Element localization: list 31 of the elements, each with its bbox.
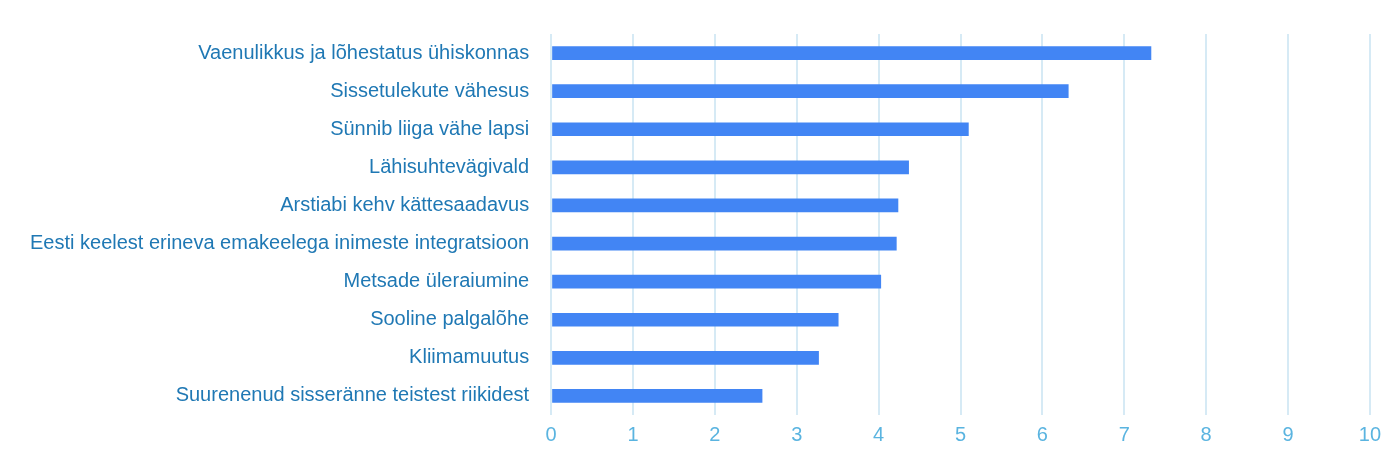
bar — [552, 312, 839, 327]
bar — [552, 122, 969, 137]
bar — [552, 160, 909, 175]
y-tick-label: Sissetulekute vähesus — [330, 78, 530, 101]
x-tick-label: 4 — [873, 422, 885, 445]
bar — [552, 84, 1069, 99]
y-tick-label: Metsade üleraiumine — [343, 269, 530, 292]
x-tick-label: 2 — [709, 422, 721, 445]
x-tick-label: 10 — [1358, 422, 1381, 445]
x-tick-label: 9 — [1282, 422, 1294, 445]
y-tick-label: Vaenulikkus ja lõhestatus ühiskonnas — [198, 40, 530, 63]
x-tick-label: 7 — [1118, 422, 1130, 445]
x-tick-label: 8 — [1200, 422, 1212, 445]
x-tick-label: 6 — [1036, 422, 1048, 445]
y-tick-label: Kliimamuutus — [409, 345, 530, 368]
y-tick-label: Suurenenud sisseränne teistest riikidest — [175, 383, 530, 406]
x-tick-label: 0 — [545, 422, 557, 445]
y-tick-label: Arstiabi kehv kättesaadavus — [280, 192, 530, 215]
bar — [552, 274, 882, 289]
bar — [552, 236, 897, 251]
y-tick-label: Lähisuhtevägivald — [369, 154, 530, 177]
bar — [552, 198, 899, 213]
x-tick-label: 1 — [627, 422, 639, 445]
y-tick-label: Sooline palgalõhe — [370, 307, 530, 330]
x-tick-label: 3 — [791, 422, 803, 445]
y-tick-label: Sünnib liiga vähe lapsi — [330, 116, 530, 139]
bar — [552, 350, 819, 365]
bar — [552, 46, 1152, 60]
bar — [552, 389, 763, 403]
x-tick-label: 5 — [954, 422, 967, 445]
y-tick-label: Eesti keelest erineva emakeelega inimeste integratsioon — [30, 231, 530, 254]
